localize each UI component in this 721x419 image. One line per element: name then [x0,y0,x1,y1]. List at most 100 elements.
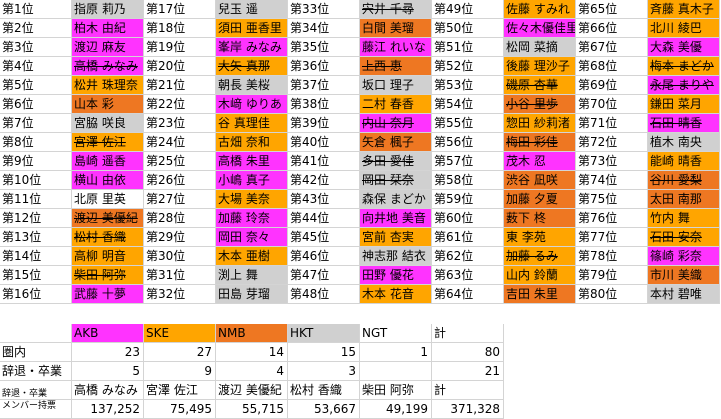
member-name-cell[interactable]: 石田 安奈 [648,228,720,247]
summary-count-cell[interactable]: 80 [432,343,504,362]
member-name-cell[interactable]: 兒玉 遥 [216,0,288,19]
rank-cell[interactable]: 第12位 [0,209,72,228]
summary-count-cell[interactable]: 21 [432,362,504,381]
rank-cell[interactable]: 第75位 [576,190,648,209]
summary-count-cell[interactable]: 14 [216,343,288,362]
rank-cell[interactable]: 第56位 [432,133,504,152]
rank-cell[interactable]: 第19位 [144,38,216,57]
rank-cell[interactable]: 第72位 [576,133,648,152]
member-name-cell[interactable]: 佐々木優佳里 [504,19,576,38]
rank-cell[interactable]: 第33位 [288,0,360,19]
rank-cell[interactable]: 第13位 [0,228,72,247]
rank-cell[interactable]: 第17位 [144,0,216,19]
rank-cell[interactable]: 第76位 [576,209,648,228]
member-name-cell[interactable]: 松岡 菜摘 [504,38,576,57]
member-name-cell[interactable]: 二村 春香 [360,95,432,114]
rank-cell[interactable]: 第10位 [0,171,72,190]
member-name-cell[interactable]: 高柳 明音 [72,247,144,266]
rank-cell[interactable]: 第30位 [144,247,216,266]
rank-cell[interactable]: 第26位 [144,171,216,190]
rank-cell[interactable]: 第70位 [576,95,648,114]
member-name-cell[interactable]: 大場 美奈 [216,190,288,209]
grad-member-name-cell[interactable]: 柴田 阿弥 [360,381,432,400]
member-name-cell[interactable]: 峯岸 みなみ [216,38,288,57]
rank-cell[interactable]: 第43位 [288,190,360,209]
member-name-cell[interactable]: 梅田 彩佳 [504,133,576,152]
member-name-cell[interactable]: 茂木 忍 [504,152,576,171]
rank-cell[interactable]: 第8位 [0,133,72,152]
member-name-cell[interactable]: 藤江 れいな [360,38,432,57]
rank-cell[interactable]: 第14位 [0,247,72,266]
rank-cell[interactable]: 第34位 [288,19,360,38]
member-name-cell[interactable]: 谷川 愛梨 [648,171,720,190]
rank-cell[interactable]: 第61位 [432,228,504,247]
summary-count-cell[interactable] [360,362,432,381]
member-name-cell[interactable]: 本村 碧唯 [648,285,720,304]
rank-cell[interactable]: 第63位 [432,266,504,285]
summary-row-label[interactable]: 辞退・卒業 [0,362,72,381]
member-name-cell[interactable]: 多田 愛佳 [360,152,432,171]
grad-member-name-cell[interactable]: 宮澤 佐江 [144,381,216,400]
member-name-cell[interactable]: 篠崎 彩奈 [648,247,720,266]
member-name-cell[interactable]: 宮澤 佐江 [72,133,144,152]
rank-cell[interactable]: 第50位 [432,19,504,38]
member-name-cell[interactable]: 永尾 まりや [648,76,720,95]
rank-cell[interactable]: 第77位 [576,228,648,247]
summary-corner-cell[interactable] [0,324,72,343]
rank-cell[interactable]: 第54位 [432,95,504,114]
grad-label-line1[interactable]: 辞退・卒業 [0,381,72,400]
member-name-cell[interactable]: 梅本 まどか [648,57,720,76]
grad-votes-cell[interactable]: 49,199 [360,400,432,419]
member-name-cell[interactable]: 能崎 晴香 [648,152,720,171]
rank-cell[interactable]: 第16位 [0,285,72,304]
member-name-cell[interactable]: 加藤 玲奈 [216,209,288,228]
member-name-cell[interactable]: 向井地 美音 [360,209,432,228]
rank-cell[interactable]: 第35位 [288,38,360,57]
rank-cell[interactable]: 第48位 [288,285,360,304]
rank-cell[interactable]: 第80位 [576,285,648,304]
member-name-cell[interactable]: 宮脇 咲良 [72,114,144,133]
group-header-cell[interactable]: NMB [216,324,288,343]
rank-cell[interactable]: 第49位 [432,0,504,19]
rank-cell[interactable]: 第22位 [144,95,216,114]
rank-cell[interactable]: 第52位 [432,57,504,76]
member-name-cell[interactable]: 白間 美瑠 [360,19,432,38]
member-name-cell[interactable]: 植木 南央 [648,133,720,152]
grad-votes-cell[interactable]: 55,715 [216,400,288,419]
member-name-cell[interactable]: 太田 南那 [648,190,720,209]
rank-cell[interactable]: 第1位 [0,0,72,19]
member-name-cell[interactable]: 上西 恵 [360,57,432,76]
group-header-cell[interactable]: NGT [360,324,432,343]
grad-votes-cell[interactable]: 53,667 [288,400,360,419]
rank-cell[interactable]: 第62位 [432,247,504,266]
summary-count-cell[interactable]: 3 [288,362,360,381]
summary-count-cell[interactable]: 9 [144,362,216,381]
rank-cell[interactable]: 第71位 [576,114,648,133]
rank-cell[interactable]: 第79位 [576,266,648,285]
rank-cell[interactable]: 第66位 [576,19,648,38]
rank-cell[interactable]: 第21位 [144,76,216,95]
rank-cell[interactable]: 第38位 [288,95,360,114]
rank-cell[interactable]: 第40位 [288,133,360,152]
member-name-cell[interactable]: 加藤 るみ [504,247,576,266]
member-name-cell[interactable]: 佐藤 すみれ [504,0,576,19]
rank-cell[interactable]: 第18位 [144,19,216,38]
rank-cell[interactable]: 第15位 [0,266,72,285]
member-name-cell[interactable]: 斉藤 真木子 [648,0,720,19]
member-name-cell[interactable]: 鎌田 菜月 [648,95,720,114]
member-name-cell[interactable]: 渡辺 麻友 [72,38,144,57]
member-name-cell[interactable]: 武藤 十夢 [72,285,144,304]
rank-cell[interactable]: 第74位 [576,171,648,190]
rank-cell[interactable]: 第5位 [0,76,72,95]
member-name-cell[interactable]: 島崎 遥香 [72,152,144,171]
member-name-cell[interactable]: 竹内 舞 [648,209,720,228]
rank-cell[interactable]: 第39位 [288,114,360,133]
member-name-cell[interactable]: 渋谷 凪咲 [504,171,576,190]
summary-count-cell[interactable]: 23 [72,343,144,362]
member-name-cell[interactable]: 柴田 阿弥 [72,266,144,285]
summary-count-cell[interactable]: 5 [72,362,144,381]
summary-count-cell[interactable]: 27 [144,343,216,362]
rank-cell[interactable]: 第28位 [144,209,216,228]
rank-cell[interactable]: 第32位 [144,285,216,304]
member-name-cell[interactable]: 須田 亜香里 [216,19,288,38]
